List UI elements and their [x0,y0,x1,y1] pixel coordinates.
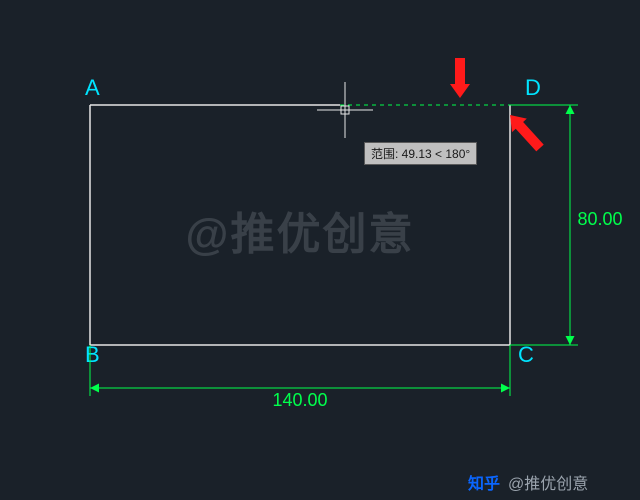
attribution: 知乎 @推优创意 [468,470,588,494]
corner-label-a: A [85,75,100,100]
zhihu-logo: 知乎 [468,476,500,493]
watermark: @推优创意 [186,198,415,262]
range-tooltip: 范围: 49.13 < 180° [364,142,477,165]
corner-label-d: D [525,75,541,100]
dim-height-value: 80.00 [577,209,622,229]
corner-label-c: C [518,342,534,367]
corner-label-b: B [85,342,100,367]
cad-canvas: A B C D 140.00 80.00 范围: 49.13 < 180° @推优创意 知… [0,0,640,500]
dim-width-value: 140.00 [272,390,327,410]
attribution-text: @推优创意 [508,476,588,493]
